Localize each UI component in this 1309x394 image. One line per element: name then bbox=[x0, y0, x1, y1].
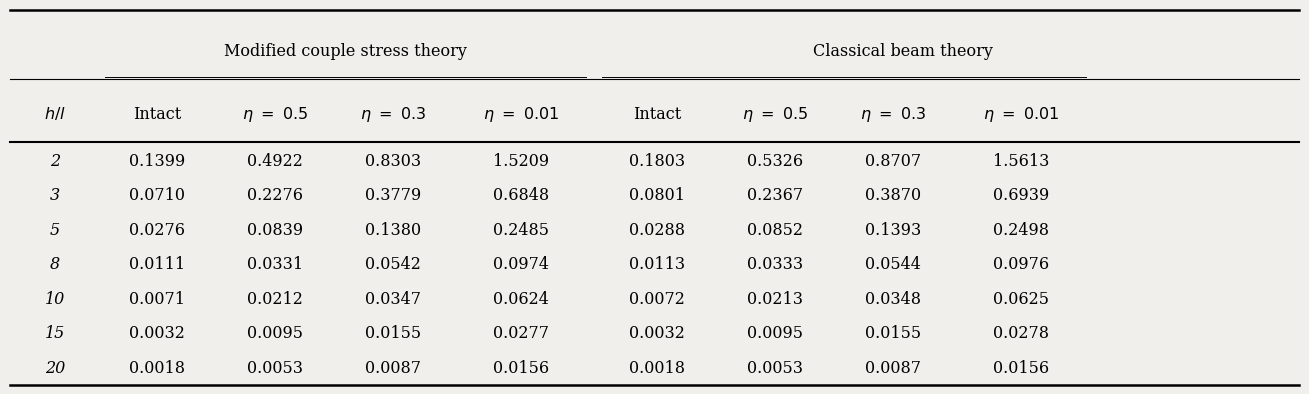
Text: 0.0974: 0.0974 bbox=[493, 256, 548, 273]
Text: 0.2276: 0.2276 bbox=[247, 187, 302, 204]
Text: 0.6939: 0.6939 bbox=[994, 187, 1049, 204]
Text: 0.0111: 0.0111 bbox=[130, 256, 185, 273]
Text: 0.0053: 0.0053 bbox=[747, 360, 802, 377]
Text: 0.5326: 0.5326 bbox=[747, 152, 802, 169]
Text: 0.1803: 0.1803 bbox=[630, 152, 685, 169]
Text: 0.0839: 0.0839 bbox=[247, 221, 302, 239]
Text: 0.0624: 0.0624 bbox=[493, 290, 548, 308]
Text: 0.0544: 0.0544 bbox=[865, 256, 920, 273]
Text: $\eta\ =\ 0.3$: $\eta\ =\ 0.3$ bbox=[860, 105, 925, 124]
Text: 0.0976: 0.0976 bbox=[994, 256, 1049, 273]
Text: 0.0155: 0.0155 bbox=[365, 325, 420, 342]
Text: 0.0018: 0.0018 bbox=[630, 360, 685, 377]
Text: 8: 8 bbox=[50, 256, 60, 273]
Text: 5: 5 bbox=[50, 221, 60, 239]
Text: 0.0852: 0.0852 bbox=[747, 221, 802, 239]
Text: 0.0625: 0.0625 bbox=[994, 290, 1049, 308]
Text: 0.1393: 0.1393 bbox=[865, 221, 920, 239]
Text: 0.0801: 0.0801 bbox=[630, 187, 685, 204]
Text: 0.0095: 0.0095 bbox=[247, 325, 302, 342]
Text: $\eta\ =\ 0.01$: $\eta\ =\ 0.01$ bbox=[483, 105, 559, 124]
Text: 0.2498: 0.2498 bbox=[994, 221, 1049, 239]
Text: $\eta\ =\ 0.01$: $\eta\ =\ 0.01$ bbox=[983, 105, 1059, 124]
Text: 0.0087: 0.0087 bbox=[365, 360, 420, 377]
Text: 0.3779: 0.3779 bbox=[365, 187, 420, 204]
Text: 0.0071: 0.0071 bbox=[130, 290, 185, 308]
Text: 0.8707: 0.8707 bbox=[865, 152, 920, 169]
Text: 0.0213: 0.0213 bbox=[747, 290, 802, 308]
Text: 0.0087: 0.0087 bbox=[865, 360, 920, 377]
Text: 0.0347: 0.0347 bbox=[365, 290, 420, 308]
Text: 0.1380: 0.1380 bbox=[365, 221, 420, 239]
Text: 0.0018: 0.0018 bbox=[130, 360, 185, 377]
Text: $\eta\ =\ 0.5$: $\eta\ =\ 0.5$ bbox=[742, 105, 808, 124]
Text: Intact: Intact bbox=[134, 106, 181, 123]
Text: 0.2367: 0.2367 bbox=[747, 187, 802, 204]
Text: 0.0542: 0.0542 bbox=[365, 256, 420, 273]
Text: 0.1399: 0.1399 bbox=[130, 152, 185, 169]
Text: 0.0032: 0.0032 bbox=[130, 325, 185, 342]
Text: 0.0278: 0.0278 bbox=[994, 325, 1049, 342]
Text: 0.6848: 0.6848 bbox=[493, 187, 548, 204]
Text: 0.0710: 0.0710 bbox=[130, 187, 185, 204]
Text: 0.0053: 0.0053 bbox=[247, 360, 302, 377]
Text: 1.5613: 1.5613 bbox=[992, 152, 1050, 169]
Text: 0.8303: 0.8303 bbox=[365, 152, 420, 169]
Text: 0.0277: 0.0277 bbox=[493, 325, 548, 342]
Text: $h/l$: $h/l$ bbox=[45, 106, 65, 123]
Text: 0.0212: 0.0212 bbox=[247, 290, 302, 308]
Text: $\eta\ =\ 0.5$: $\eta\ =\ 0.5$ bbox=[242, 105, 308, 124]
Text: Classical beam theory: Classical beam theory bbox=[813, 43, 994, 60]
Text: 0.0331: 0.0331 bbox=[247, 256, 302, 273]
Text: 20: 20 bbox=[45, 360, 65, 377]
Text: 0.0348: 0.0348 bbox=[865, 290, 920, 308]
Text: Intact: Intact bbox=[634, 106, 681, 123]
Text: 0.0072: 0.0072 bbox=[630, 290, 685, 308]
Text: 0.0333: 0.0333 bbox=[747, 256, 802, 273]
Text: 0.0276: 0.0276 bbox=[130, 221, 185, 239]
Text: 0.0156: 0.0156 bbox=[994, 360, 1049, 377]
Text: 15: 15 bbox=[45, 325, 65, 342]
Text: 0.0032: 0.0032 bbox=[630, 325, 685, 342]
Text: 0.0095: 0.0095 bbox=[747, 325, 802, 342]
Text: 10: 10 bbox=[45, 290, 65, 308]
Text: 0.0156: 0.0156 bbox=[493, 360, 548, 377]
Text: 3: 3 bbox=[50, 187, 60, 204]
Text: 1.5209: 1.5209 bbox=[493, 152, 548, 169]
Text: 0.0288: 0.0288 bbox=[630, 221, 685, 239]
Text: $\eta\ =\ 0.3$: $\eta\ =\ 0.3$ bbox=[360, 105, 425, 124]
Text: 0.4922: 0.4922 bbox=[247, 152, 302, 169]
Text: 0.0113: 0.0113 bbox=[630, 256, 685, 273]
Text: 0.2485: 0.2485 bbox=[493, 221, 548, 239]
Text: 0.3870: 0.3870 bbox=[865, 187, 920, 204]
Text: 2: 2 bbox=[50, 152, 60, 169]
Text: 0.0155: 0.0155 bbox=[865, 325, 920, 342]
Text: Modified couple stress theory: Modified couple stress theory bbox=[224, 43, 467, 60]
